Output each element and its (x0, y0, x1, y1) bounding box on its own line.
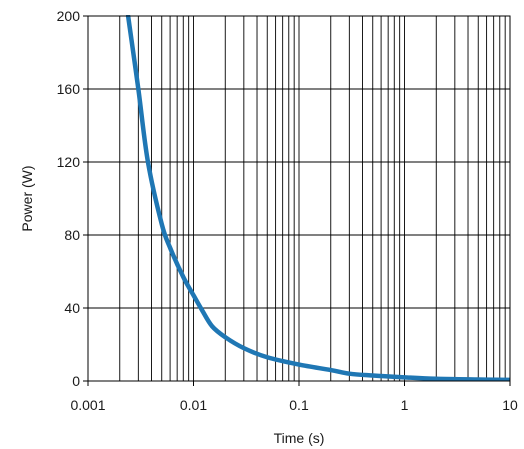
power-curve (125, 15, 510, 381)
y-tick-label: 0 (72, 373, 80, 389)
x-tick-label: 10 (502, 397, 518, 413)
y-tick-label: 120 (57, 154, 81, 170)
y-tick-label: 200 (57, 8, 81, 24)
y-tick-label: 40 (64, 300, 80, 316)
x-tick-label: 0.1 (289, 397, 309, 413)
grid (88, 16, 510, 381)
x-tick-label: 1 (401, 397, 409, 413)
x-tick-label: 0.01 (180, 397, 207, 413)
y-tick-label: 80 (64, 227, 80, 243)
y-tick-label: 160 (57, 81, 81, 97)
y-axis-title: Power (W) (19, 165, 35, 231)
tick-labels: 0.001 0.01 0.1 1 10 0 40 80 120 160 200 (57, 8, 518, 413)
x-axis-title: Time (s) (274, 430, 325, 446)
series-curve-layer (125, 15, 510, 381)
x-tick-label: 0.001 (70, 397, 105, 413)
